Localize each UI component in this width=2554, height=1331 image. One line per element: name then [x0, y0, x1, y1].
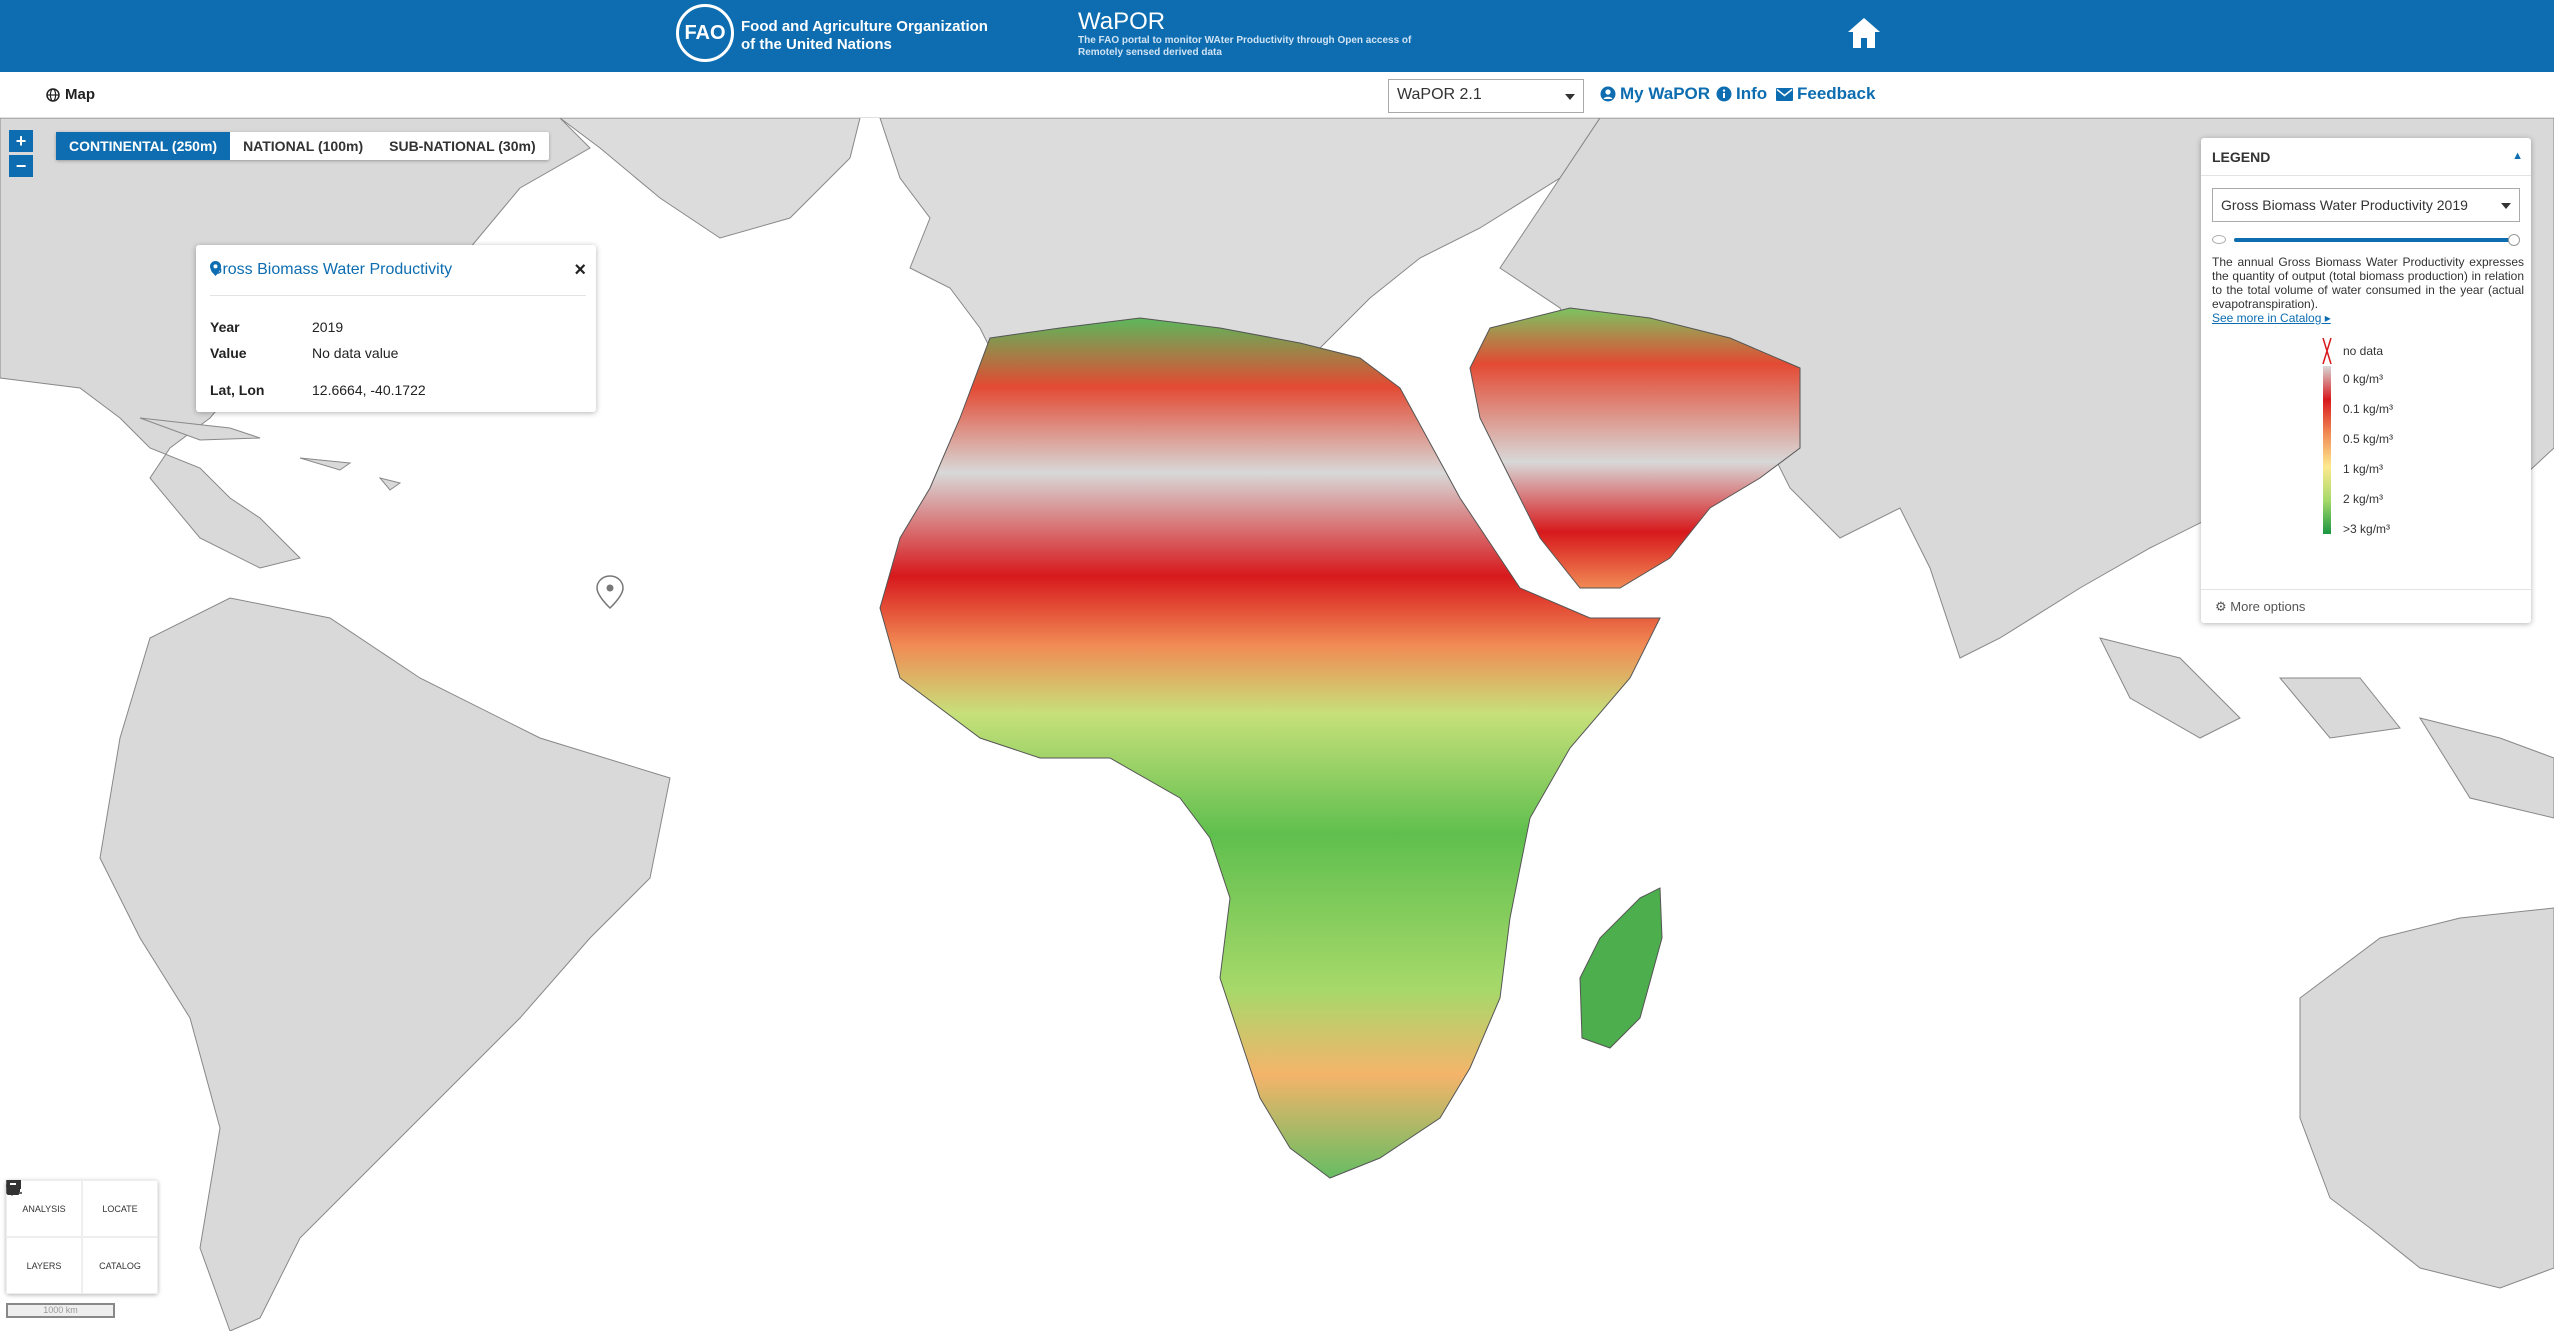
version-select-value: WaPOR 2.1: [1397, 86, 1482, 103]
gear-icon: ⚙: [2215, 599, 2227, 614]
app-title: WaPOR: [1078, 8, 1166, 35]
north-america-landmass: [0, 118, 591, 569]
org-name-line2: of the United Nations: [741, 36, 892, 53]
legend-title: LEGEND: [2212, 149, 2271, 165]
home-button[interactable]: [1846, 16, 1882, 50]
feedback-label: Feedback: [1797, 84, 1876, 103]
info-label: Info: [1736, 84, 1768, 103]
legend-divider: [2201, 175, 2531, 176]
info-icon: [1716, 86, 1732, 102]
legend-panel: LEGEND ▲ Gross Biomass Water Productivit…: [2201, 138, 2531, 623]
locate-button[interactable]: LOCATE: [6, 1180, 158, 1237]
fao-org-name: Food and Agriculture Organization of the…: [741, 18, 1021, 54]
popup-key: Year: [210, 319, 240, 335]
map-pin-icon: [210, 261, 221, 276]
zoom-in-button[interactable]: +: [9, 130, 33, 152]
layers-button[interactable]: LAYERS: [6, 1180, 82, 1294]
more-options-label: More options: [2230, 599, 2306, 614]
opacity-track[interactable]: [2234, 238, 2514, 242]
layer-select-value: Gross Biomass Water Productivity 2019: [2221, 197, 2468, 213]
layer-select[interactable]: Gross Biomass Water Productivity 2019: [2212, 188, 2520, 222]
ramp-gradient-bar: [2323, 366, 2331, 534]
legend-divider: [2201, 589, 2531, 590]
africa-landmass: [879, 317, 1661, 1179]
popup-title: Gross Biomass Water Productivity: [210, 261, 452, 279]
legend-class-label: 1 kg/m³: [2343, 462, 2384, 476]
org-name-line1: Food and Agriculture Organization: [741, 18, 988, 35]
south-america-landmass: [99, 597, 671, 1331]
fao-logo-text: FAO: [684, 21, 726, 44]
madagascar-landmass: [1579, 887, 1663, 1049]
location-marker-icon[interactable]: [596, 575, 624, 610]
feedback-link[interactable]: Feedback: [1776, 84, 1875, 104]
popup-value: 12.6664, -40.1722: [312, 382, 426, 398]
legend-class-label: 0.5 kg/m³: [2343, 432, 2394, 446]
zoom-in-label: +: [15, 130, 27, 151]
catalog-label: CATALOG: [99, 1260, 141, 1271]
app-subtitle: The FAO portal to monitor WAter Producti…: [1078, 35, 1412, 58]
zoom-out-button[interactable]: −: [9, 155, 33, 177]
layers-label: LAYERS: [26, 1260, 62, 1271]
my-wapor-label: My WaPOR: [1620, 84, 1711, 103]
australia-landmass: [2299, 907, 2554, 1289]
legend-class-label: 0.1 kg/m³: [2343, 402, 2394, 416]
more-options-button[interactable]: ⚙ More options: [2215, 599, 2305, 615]
catalog-link[interactable]: See more in Catalog ▸: [2212, 311, 2331, 325]
popup-key: Value: [210, 345, 247, 361]
map-tab-label: Map: [65, 86, 95, 103]
resolution-tabs: CONTINENTAL (250m) NATIONAL (100m) SUB-N…: [56, 132, 549, 160]
close-icon[interactable]: ×: [574, 259, 586, 281]
map-canvas[interactable]: + − CONTINENTAL (250m) NATIONAL (100m) S…: [0, 118, 2554, 1331]
tab-national[interactable]: NATIONAL (100m): [243, 138, 364, 154]
popup-value: No data value: [312, 345, 399, 361]
opacity-handle[interactable]: [2508, 234, 2520, 246]
chevron-up-icon[interactable]: ▲: [2512, 150, 2523, 162]
popup-divider: [210, 295, 586, 296]
legend-class-label: 0 kg/m³: [2343, 372, 2384, 386]
popup-title-text: Gross Biomass Water Productivity: [210, 261, 453, 278]
tab-continental[interactable]: CONTINENTAL (250m): [56, 132, 231, 160]
no-data-marker-icon: [2322, 338, 2332, 364]
southeast-asia-islands: [2099, 637, 2554, 819]
top-header: FAO Food and Agriculture Organization of…: [0, 0, 2554, 72]
scale-bar: 1000 km: [6, 1303, 115, 1318]
info-link[interactable]: Info: [1716, 84, 1767, 104]
catalog-button[interactable]: CATALOG: [7, 1180, 158, 1294]
envelope-icon: [1776, 87, 1793, 101]
tools-panel: ANALYSIS LOCATE LAYERS CATALOG: [6, 1180, 158, 1294]
legend-class-label: no data: [2343, 344, 2384, 358]
popup-value: 2019: [312, 319, 344, 335]
catalog-link-label: See more in Catalog: [2212, 311, 2322, 325]
arabia-landmass: [1469, 307, 1801, 589]
legend-description-text: The annual Gross Biomass Water Productiv…: [2212, 255, 2524, 311]
eye-icon[interactable]: [2212, 235, 2226, 244]
popup-row-latlon: Lat, Lon 12.6664, -40.1722: [210, 382, 426, 398]
location-marker-dot: [606, 584, 614, 592]
zoom-out-label: −: [15, 155, 27, 176]
chevron-down-icon: [2501, 203, 2511, 209]
fao-logo[interactable]: FAO: [676, 4, 734, 62]
legend-class-label: 2 kg/m³: [2343, 492, 2384, 506]
map-tab[interactable]: Map: [46, 86, 95, 103]
tab-sub-national[interactable]: SUB-NATIONAL (30m): [389, 138, 536, 154]
book-icon: [7, 1180, 19, 1195]
nav-bar: Map WaPOR 2.1 My WaPOR Info Feedback: [0, 72, 2554, 118]
feature-info-popup: Gross Biomass Water Productivity × Year 2…: [196, 245, 596, 412]
chevron-down-icon: [1565, 94, 1575, 100]
opacity-slider[interactable]: [2212, 234, 2520, 246]
home-icon: [1848, 18, 1880, 48]
my-wapor-link[interactable]: My WaPOR: [1600, 84, 1710, 104]
globe-icon: [46, 87, 60, 102]
popup-key: Lat, Lon: [210, 382, 265, 398]
version-select[interactable]: WaPOR 2.1: [1388, 79, 1584, 113]
locate-label: LOCATE: [102, 1203, 138, 1214]
popup-row-year: Year 2019: [210, 319, 343, 335]
legend-class-label: >3 kg/m³: [2343, 522, 2391, 536]
analysis-label: ANALYSIS: [22, 1203, 66, 1214]
user-icon: [1600, 86, 1616, 102]
greenland-landmass: [559, 118, 861, 239]
legend-description: The annual Gross Biomass Water Productiv…: [2212, 255, 2524, 325]
caribbean-islands: [139, 417, 402, 491]
popup-row-value: Value No data value: [210, 345, 398, 361]
